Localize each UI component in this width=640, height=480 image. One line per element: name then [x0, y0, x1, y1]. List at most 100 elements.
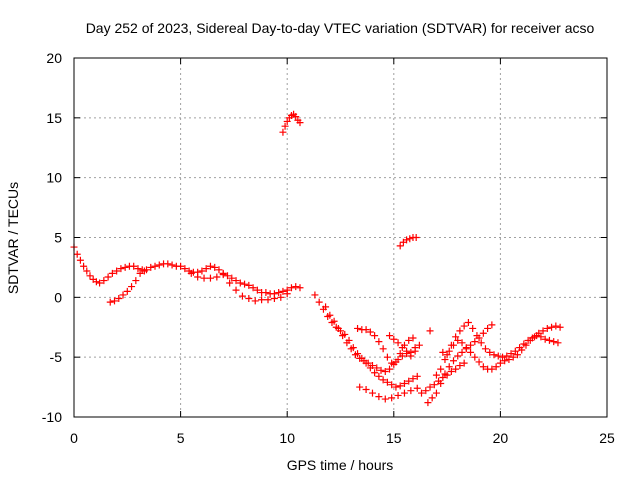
data-point [537, 333, 545, 341]
data-point [445, 347, 453, 355]
data-point [486, 348, 494, 356]
data-point [92, 278, 100, 286]
data-point [311, 291, 319, 299]
data-point [228, 274, 236, 282]
data-point [198, 267, 206, 275]
data-point [473, 332, 481, 340]
data-point [377, 366, 385, 374]
data-point [151, 262, 159, 270]
y-axis-label: SDTVAR / TECUs [5, 182, 21, 294]
y-tick-label: 15 [46, 110, 62, 126]
data-point [80, 262, 88, 270]
data-point [398, 344, 406, 352]
series-early-main [70, 243, 304, 298]
data-point [441, 356, 449, 364]
data-point [458, 339, 466, 347]
data-point [76, 256, 84, 264]
data-point [241, 280, 249, 288]
data-point [238, 292, 246, 300]
data-point [283, 290, 291, 298]
chart-title: Day 252 of 2023, Sidereal Day-to-day VTE… [86, 20, 595, 36]
data-point [117, 265, 125, 273]
data-point [394, 391, 402, 399]
data-point [362, 326, 370, 334]
data-point [471, 353, 479, 361]
data-point [368, 389, 376, 397]
data-point [73, 250, 81, 258]
data-point [181, 265, 189, 273]
data-point [520, 340, 528, 348]
data-point [347, 345, 355, 353]
data-point [392, 358, 400, 366]
data-point [409, 375, 417, 383]
data-point [100, 277, 108, 285]
data-point [226, 279, 234, 287]
data-point [275, 289, 283, 297]
data-point [456, 362, 464, 370]
data-point [447, 341, 455, 349]
data-point [462, 344, 470, 352]
data-point [390, 335, 398, 343]
series-early-lower [106, 267, 291, 306]
data-point [426, 327, 434, 335]
data-point [147, 263, 155, 271]
data-point [454, 352, 462, 360]
data-point [121, 263, 129, 271]
data-point [375, 372, 383, 380]
data-point [543, 324, 551, 332]
x-tick-label: 25 [599, 430, 615, 446]
data-point [287, 284, 295, 292]
data-point [550, 338, 558, 346]
data-point [383, 353, 391, 361]
data-point [409, 334, 417, 342]
data-point [381, 395, 389, 403]
data-point [334, 324, 342, 332]
data-point [432, 389, 440, 397]
data-point [388, 394, 396, 402]
data-point [371, 332, 379, 340]
x-tick-label: 5 [177, 430, 185, 446]
data-point [187, 269, 195, 277]
data-point [211, 263, 219, 271]
series-late-h [418, 359, 468, 397]
data-point [554, 339, 562, 347]
data-point [245, 295, 253, 303]
data-point [277, 293, 285, 301]
data-point [128, 283, 136, 291]
data-point [539, 327, 547, 335]
data-point [443, 351, 451, 359]
data-point [253, 286, 261, 294]
data-point [435, 377, 443, 385]
data-point [488, 321, 496, 329]
data-point [322, 303, 330, 311]
data-point [132, 277, 140, 285]
data-point [492, 363, 500, 371]
data-point [356, 354, 364, 362]
data-point [388, 381, 396, 389]
data-point [202, 265, 210, 273]
data-point [177, 262, 185, 270]
data-point [426, 383, 434, 391]
data-point [428, 394, 436, 402]
data-point [111, 297, 119, 305]
data-point [364, 359, 372, 367]
data-point [477, 339, 485, 347]
data-point [422, 387, 430, 395]
data-point [113, 267, 121, 275]
y-tick-label: 0 [54, 289, 62, 305]
data-point [460, 359, 468, 367]
data-point [407, 352, 415, 360]
data-point [501, 357, 509, 365]
series-late-d [356, 383, 421, 403]
data-point [469, 324, 477, 332]
data-point [528, 334, 536, 342]
data-point [373, 364, 381, 372]
data-point [439, 348, 447, 356]
data-point [283, 117, 291, 125]
data-point [464, 318, 472, 326]
data-point [413, 384, 421, 392]
data-point [443, 371, 451, 379]
data-point [509, 353, 517, 361]
data-point [262, 289, 270, 297]
